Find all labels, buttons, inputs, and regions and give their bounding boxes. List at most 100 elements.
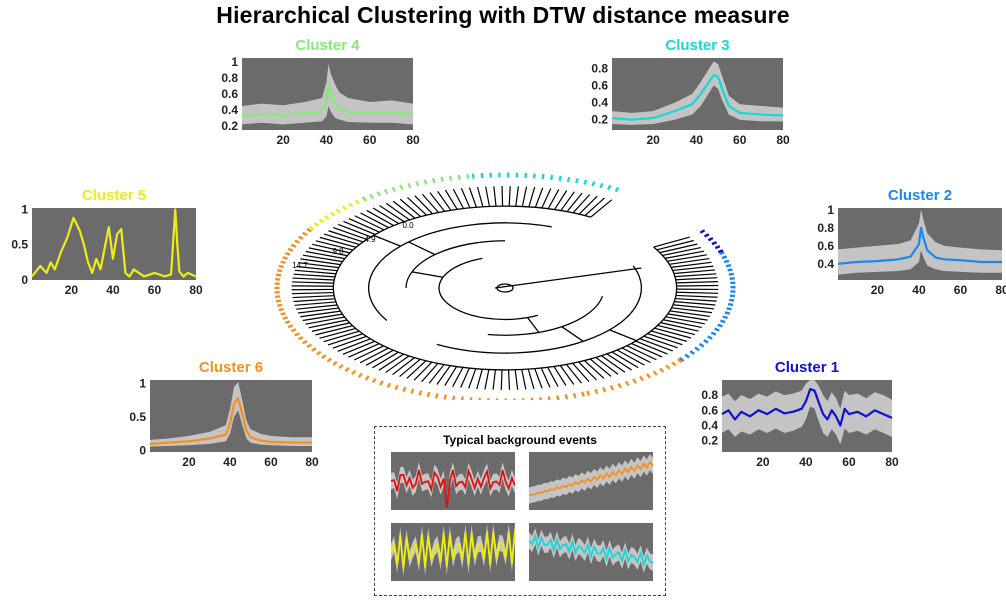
leaf-branch (337, 338, 371, 352)
leaf-branch (348, 343, 380, 358)
dendrogram-join (411, 271, 444, 278)
leaf-branch (654, 327, 692, 339)
leaf-branch (669, 257, 710, 265)
leaf-label (275, 273, 282, 277)
leaf-label (315, 350, 322, 356)
leaf-label (602, 386, 607, 393)
y-tick-label: 0.8 (817, 221, 834, 235)
leaf-branch (323, 330, 360, 343)
leaf-branch (421, 193, 439, 213)
y-tick-label: 0.4 (591, 96, 608, 110)
leaf-branch (333, 226, 368, 240)
leaf-label (504, 398, 508, 400)
leaf-label (341, 205, 347, 211)
cluster-title: Cluster 4 (295, 37, 360, 54)
leaf-branch (650, 330, 687, 342)
leaf-branch (611, 351, 639, 369)
leaf-branch (601, 355, 626, 373)
leaf-label (280, 260, 286, 264)
leaf-label (722, 315, 728, 320)
y-tick-label: 0.2 (221, 119, 238, 133)
leaf-label (572, 392, 577, 399)
x-tick-label: 80 (885, 455, 899, 469)
dendrogram-join (527, 317, 540, 333)
leaf-label (727, 302, 734, 307)
leaf-label (362, 196, 368, 202)
leaf-branch (302, 313, 343, 322)
leaf-branch (302, 254, 343, 263)
leaf-branch (673, 269, 716, 275)
leaf-label (282, 316, 288, 320)
leaf-branch (308, 247, 348, 257)
leaf-label (371, 377, 377, 384)
leaf-branch (300, 258, 341, 266)
dendrogram-arc (436, 265, 643, 354)
leaf-branch (476, 369, 483, 390)
leaf-label (671, 361, 677, 367)
leaf-branch (521, 369, 527, 390)
leaf-label (275, 277, 281, 281)
background-event-yellow (391, 523, 515, 581)
mini-signal-line (529, 533, 653, 568)
y-tick-label: 0.5 (11, 238, 28, 252)
y-tick-label: 0.4 (701, 418, 718, 432)
leaf-label (275, 295, 281, 299)
dendrogram-join (561, 326, 584, 342)
leaf-label (440, 176, 444, 183)
leaf-label (549, 174, 554, 181)
leaf-branch (659, 243, 698, 254)
x-tick-label: 60 (954, 283, 968, 297)
leaf-branch (296, 304, 338, 310)
x-tick-label: 80 (995, 283, 1006, 297)
leaf-branch (672, 265, 714, 272)
leaf-label (376, 191, 382, 197)
leaf-branch (392, 357, 415, 376)
leaf-branch (643, 335, 678, 349)
leaf-label (335, 208, 341, 214)
leaf-label (515, 172, 519, 178)
leaf-label (586, 390, 591, 396)
leaf-label (728, 272, 734, 276)
leaf-label (730, 290, 736, 293)
leaf-branch (667, 313, 708, 321)
x-tick-label: 40 (106, 283, 120, 297)
leaf-label (443, 394, 448, 400)
leaf-branch (296, 265, 338, 272)
cluster-5-panel: Cluster 5 20 40 60 80 0 0.5 1 (2, 186, 203, 308)
leaf-branch (332, 335, 367, 349)
leaf-label (391, 186, 397, 193)
cluster-3-panel: Cluster 3 20 40 60 80 0.2 0.4 0.6 0.8 (582, 36, 790, 158)
leaf-branch (560, 191, 575, 211)
leaf-branch (305, 316, 345, 325)
x-tick-label: 80 (406, 133, 420, 147)
leaf-branch (484, 369, 490, 390)
leaf-label (632, 378, 637, 384)
leaf-branch (328, 230, 364, 243)
leaf-branch (665, 316, 705, 325)
height-level-label: 4.9 (364, 235, 376, 244)
leaf-label (723, 259, 730, 264)
cluster-2-panel: Cluster 2 20 40 60 80 0.4 0.6 0.8 1 (808, 186, 1006, 308)
leaf-label (694, 346, 700, 352)
leaf-branch (547, 367, 559, 387)
leaf-branch (399, 198, 422, 218)
leaf-label (418, 390, 423, 396)
cluster-2-chart: Cluster 2 20 40 60 80 0.4 0.6 0.8 1 (817, 187, 1006, 297)
leaf-branch (676, 291, 719, 294)
leaf-label (466, 173, 470, 180)
cluster-title: Cluster 5 (82, 187, 146, 204)
y-tick-label: 1 (21, 202, 28, 216)
y-tick-label: 0.6 (591, 78, 608, 92)
leaf-label (287, 324, 294, 329)
leaf-branch (291, 291, 334, 295)
leaf-label (329, 211, 336, 217)
leaf-label (726, 307, 732, 311)
leaf-label (676, 358, 683, 364)
leaf-label (278, 264, 284, 269)
leaf-branch (626, 345, 657, 361)
leaf-branch (294, 269, 337, 275)
dendrogram-join (373, 234, 401, 247)
leaf-label (624, 380, 630, 387)
leaf-branch (291, 281, 334, 284)
y-tick-label: 0.6 (701, 403, 718, 417)
